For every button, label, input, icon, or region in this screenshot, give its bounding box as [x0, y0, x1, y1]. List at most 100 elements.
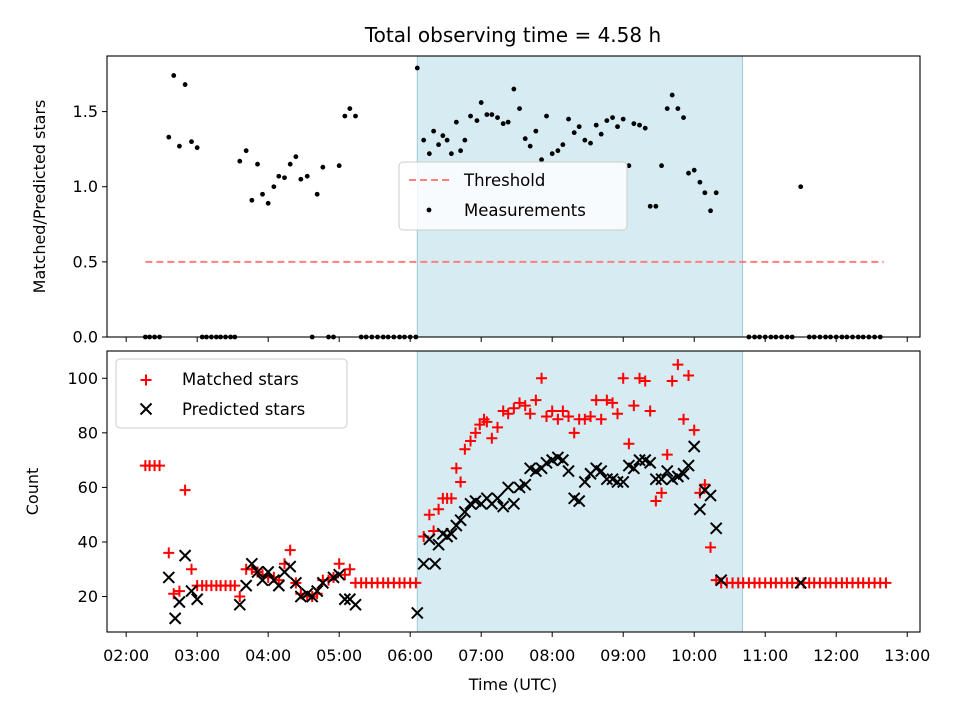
y-tick-label: 40	[78, 532, 98, 551]
measurement-point	[448, 151, 454, 157]
predicted-point	[578, 475, 592, 489]
y-tick-label: 100	[67, 369, 98, 388]
measurement-point	[414, 65, 420, 71]
x-tick-label: 12:00	[813, 646, 859, 665]
x-tick-label: 11:00	[742, 646, 788, 665]
measurement-point	[436, 142, 441, 148]
measurement-point	[347, 106, 353, 111]
legend-measurements-swatch	[426, 207, 432, 213]
predicted-point	[611, 475, 624, 489]
legend-threshold-label: Threshold	[463, 171, 545, 190]
measurement-point	[468, 113, 473, 119]
measurement-point	[194, 145, 200, 151]
legend-matched-label: Matched stars	[182, 370, 299, 389]
series-predicted-stars	[162, 440, 807, 625]
matched-point	[672, 359, 684, 371]
matched-point	[514, 397, 526, 409]
matched-point	[536, 372, 548, 384]
measurement-point	[478, 100, 484, 105]
measurement-point	[713, 190, 719, 196]
predicted-point	[428, 557, 442, 571]
x-tick-label: 07:00	[458, 646, 504, 665]
measurement-point	[271, 184, 277, 190]
measurement-point	[681, 115, 686, 121]
measurement-point	[675, 106, 681, 111]
y-tick-label: 0.5	[73, 252, 98, 271]
predicted-point	[445, 527, 458, 540]
predicted-point	[556, 453, 570, 467]
y-tick-label: 20	[78, 587, 98, 606]
predicted-point	[178, 549, 192, 562]
measurement-point	[588, 140, 593, 146]
measurement-point	[293, 154, 299, 160]
measurement-point	[686, 170, 691, 176]
predicted-point	[677, 467, 690, 480]
matched-point	[450, 462, 462, 474]
measurement-point	[539, 157, 544, 163]
predicted-point	[649, 473, 663, 486]
predicted-point	[316, 576, 330, 590]
y-tick-label: 1.0	[73, 177, 98, 196]
predicted-point	[190, 593, 204, 606]
matched-point	[579, 413, 591, 425]
matched-point	[705, 541, 717, 553]
legend-measurements-label: Measurements	[464, 201, 586, 220]
x-tick-label: 08:00	[529, 646, 575, 665]
predicted-point	[519, 478, 532, 491]
legend-predicted-label: Predicted stars	[182, 400, 305, 419]
matched-point	[880, 577, 892, 589]
predicted-point	[458, 505, 472, 519]
measurement-point	[708, 208, 713, 214]
measurement-point	[500, 121, 506, 127]
predicted-point	[454, 513, 467, 527]
predicted-point	[173, 595, 186, 609]
predicted-point	[594, 464, 608, 478]
predicted-point	[294, 590, 308, 603]
measurement-point	[517, 106, 522, 111]
matched-point	[590, 394, 602, 406]
matched-point	[568, 427, 580, 439]
measurement-point	[495, 115, 500, 121]
predicted-point	[349, 598, 362, 611]
predicted-point	[256, 573, 269, 587]
predicted-point	[417, 557, 430, 571]
measurement-point	[702, 190, 708, 196]
x-tick-label: 02:00	[103, 646, 149, 665]
matched-point	[650, 495, 662, 507]
measurement-point	[697, 179, 703, 185]
measurement-point	[544, 113, 549, 119]
matched-point	[628, 400, 640, 412]
ratio-panel: 0.0 0.5 1.0 1.5 Matched/Predicted stars Thres…	[30, 55, 921, 347]
measurement-point	[265, 200, 271, 206]
measurement-point	[566, 116, 571, 122]
x-tick-label: 10:00	[671, 646, 717, 665]
measurement-point	[336, 163, 342, 169]
predicted-point	[794, 576, 807, 590]
measurement-point	[631, 121, 637, 127]
measurement-point	[598, 131, 604, 137]
matched-point	[585, 410, 597, 422]
matched-point	[486, 432, 498, 444]
matched-point	[519, 400, 531, 412]
matched-point	[185, 563, 197, 575]
matched-point	[694, 487, 706, 499]
measurement-point	[255, 161, 260, 167]
measurement-point	[798, 184, 804, 190]
predicted-point	[714, 573, 728, 587]
matched-point	[595, 413, 607, 425]
measurement-point	[527, 143, 533, 149]
measurement-point	[166, 134, 172, 140]
matched-point	[481, 416, 493, 428]
measurement-point	[576, 124, 582, 130]
matched-point	[163, 547, 175, 559]
measurement-point	[177, 143, 182, 149]
predicted-point	[185, 584, 198, 598]
matched-point	[470, 427, 482, 439]
series-measurements	[142, 65, 883, 340]
matched-point	[678, 413, 690, 425]
chart-title: Total observing time = 4.58 h	[364, 23, 661, 47]
predicted-point	[338, 593, 352, 606]
predicted-point	[261, 565, 275, 579]
measurement-point	[462, 137, 468, 143]
predicted-point	[272, 579, 286, 592]
